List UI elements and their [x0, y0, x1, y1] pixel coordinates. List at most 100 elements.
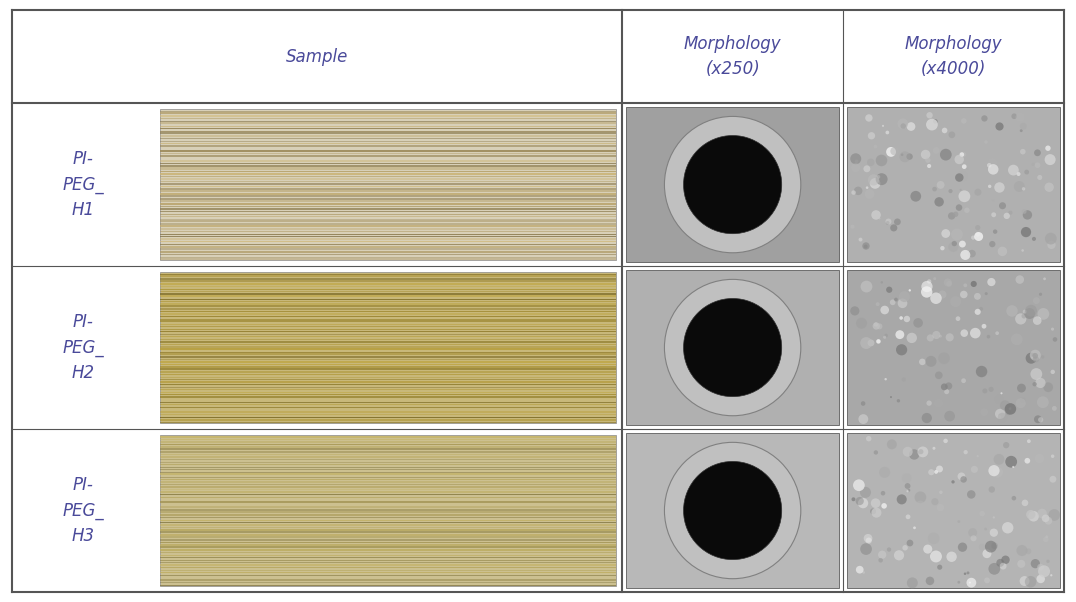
Circle shape [1002, 522, 1014, 533]
Circle shape [975, 309, 981, 315]
Circle shape [971, 466, 978, 473]
Bar [160, 552, 617, 553]
Bar [160, 289, 617, 290]
Circle shape [1022, 500, 1029, 506]
Bar [160, 329, 617, 330]
Circle shape [963, 450, 967, 455]
Circle shape [896, 494, 907, 504]
Bar [160, 126, 617, 127]
Circle shape [1027, 510, 1035, 519]
Circle shape [960, 188, 962, 191]
Bar [160, 549, 617, 551]
Circle shape [915, 491, 926, 503]
Circle shape [1044, 382, 1053, 392]
Circle shape [934, 399, 944, 408]
Bar [160, 359, 617, 360]
Bar [160, 206, 617, 207]
Bar [160, 459, 617, 460]
Circle shape [1006, 291, 1008, 293]
Text: PI-
PEG_
H3: PI- PEG_ H3 [62, 476, 104, 545]
Circle shape [1034, 149, 1040, 156]
Bar [160, 131, 617, 132]
Bar [160, 308, 617, 310]
Bar [160, 439, 617, 440]
Circle shape [932, 187, 937, 191]
Circle shape [860, 337, 873, 349]
Bar [160, 244, 617, 245]
Circle shape [944, 389, 949, 394]
Circle shape [878, 217, 880, 220]
Circle shape [979, 511, 985, 517]
Circle shape [897, 299, 907, 308]
Circle shape [879, 467, 890, 478]
Circle shape [876, 302, 880, 306]
Circle shape [991, 213, 996, 217]
Bar [160, 152, 617, 154]
Circle shape [904, 315, 910, 322]
Bar [160, 542, 617, 543]
Bar [160, 195, 617, 197]
Circle shape [895, 330, 904, 339]
Circle shape [979, 544, 986, 550]
Bar [160, 352, 617, 353]
Bar [160, 121, 617, 122]
Bar [160, 366, 617, 368]
Circle shape [1040, 355, 1045, 359]
Circle shape [974, 232, 983, 241]
Circle shape [850, 154, 861, 164]
Circle shape [914, 318, 923, 327]
Circle shape [1002, 556, 1009, 564]
Circle shape [934, 197, 944, 206]
Circle shape [968, 250, 976, 258]
Circle shape [994, 182, 1005, 193]
Bar [160, 410, 617, 411]
Circle shape [1029, 511, 1039, 521]
Circle shape [1020, 123, 1027, 129]
Circle shape [947, 551, 957, 562]
Bar [160, 479, 617, 480]
Circle shape [894, 297, 897, 302]
Bar [160, 506, 617, 508]
Circle shape [873, 322, 880, 330]
Circle shape [940, 149, 951, 161]
Bar [160, 220, 617, 222]
Bar [160, 575, 617, 576]
Circle shape [938, 290, 947, 299]
Circle shape [1014, 181, 1024, 192]
Circle shape [1038, 565, 1050, 577]
Bar [160, 383, 617, 385]
Bar [160, 283, 617, 285]
Circle shape [851, 163, 860, 172]
Circle shape [995, 409, 1005, 419]
Circle shape [865, 538, 872, 544]
Circle shape [1013, 466, 1015, 468]
Bar [160, 504, 617, 506]
Circle shape [1015, 313, 1027, 324]
Circle shape [987, 163, 992, 167]
Circle shape [1035, 377, 1046, 388]
Bar [160, 494, 617, 495]
Circle shape [880, 281, 883, 284]
Bar [160, 324, 617, 325]
Circle shape [925, 577, 934, 585]
Bar [160, 562, 617, 563]
Bar [160, 141, 617, 142]
Circle shape [976, 366, 988, 377]
Bar [160, 520, 617, 521]
Circle shape [881, 491, 886, 495]
Circle shape [957, 171, 967, 182]
Circle shape [876, 155, 888, 166]
Circle shape [1043, 536, 1049, 542]
Bar [160, 334, 617, 335]
Bar [160, 109, 617, 260]
Bar [160, 514, 617, 515]
Bar [160, 223, 617, 225]
Bar [160, 258, 617, 260]
Circle shape [1008, 211, 1013, 215]
Circle shape [907, 122, 916, 131]
Bar [160, 419, 617, 421]
Bar [160, 143, 617, 144]
Circle shape [876, 173, 888, 185]
Bar [160, 214, 617, 215]
Circle shape [1025, 548, 1032, 554]
